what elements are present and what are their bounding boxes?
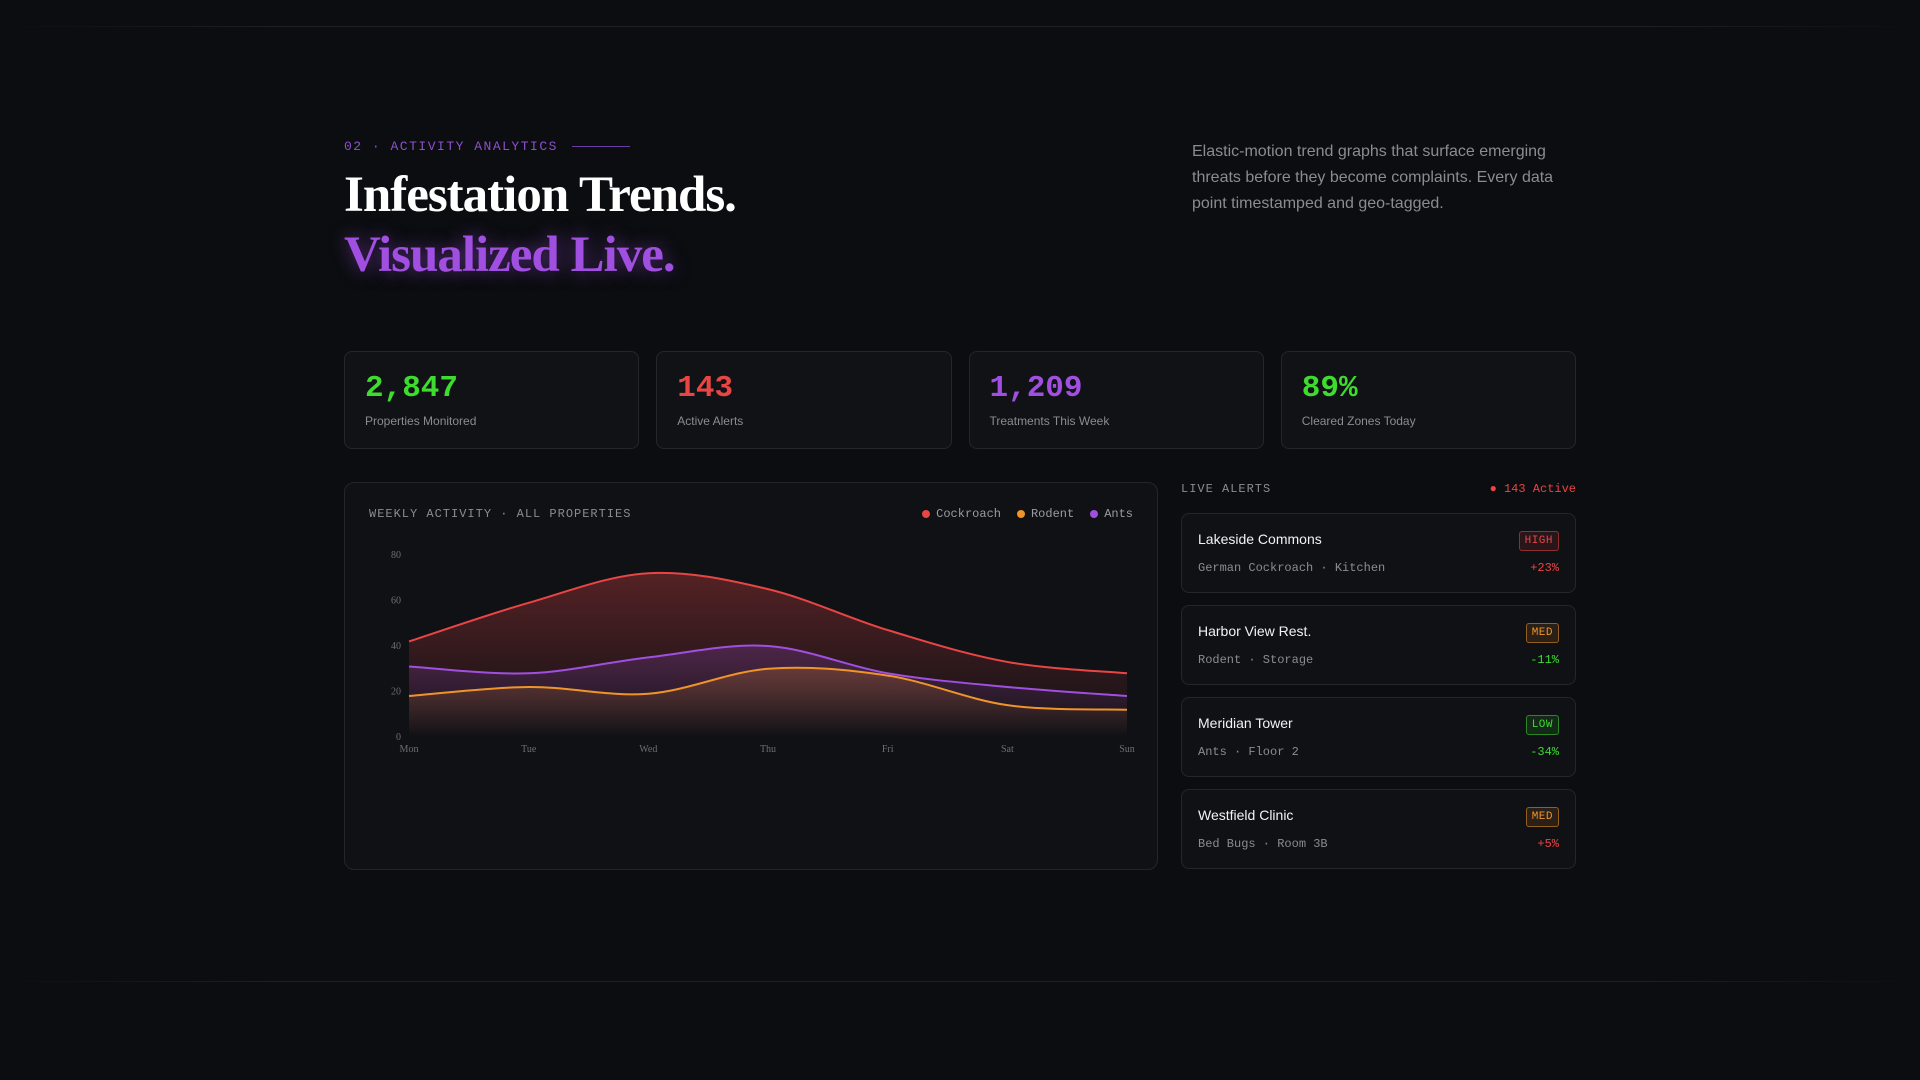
stat-card-treatments: 1,209 Treatments This Week <box>968 351 1264 449</box>
series-line-ants[interactable] <box>408 644 1128 698</box>
stat-value: 2,847 <box>365 371 459 406</box>
y-tick-label: 60 <box>391 596 401 607</box>
alert-detail: Rodent · Storage <box>1198 653 1314 667</box>
alert-detail: Bed Bugs · Room 3B <box>1198 837 1328 851</box>
x-tick-label: Sat <box>1001 744 1014 755</box>
bottom-divider <box>0 981 1920 982</box>
alert-change: -34% <box>1530 745 1559 759</box>
x-tick-label: Mon <box>400 744 419 755</box>
chart-plot: 0 20 40 60 80 Mon Tue Wed Thu Fri Sat Sun <box>391 550 1135 755</box>
eyebrow-line <box>571 146 630 147</box>
legend-label: Ants <box>1104 507 1133 521</box>
legend-item-ants: Ants <box>1090 507 1133 521</box>
severity-badge: HIGH <box>1518 531 1559 551</box>
chart-title: WEEKLY ACTIVITY · ALL PROPERTIES <box>369 507 632 521</box>
y-tick-label: 20 <box>391 687 401 698</box>
alert-location: Harbor View Rest. <box>1198 623 1312 639</box>
alert-location: Westfield Clinic <box>1198 807 1294 823</box>
stat-card-cleared: 89% Cleared Zones Today <box>1280 351 1576 449</box>
intro-text: Elastic-motion trend graphs that surface… <box>1192 143 1554 212</box>
alert-change: +5% <box>1537 837 1559 851</box>
stat-card-properties: 2,847 Properties Monitored <box>344 351 640 449</box>
stat-label: Cleared Zones Today <box>1301 414 1416 428</box>
alert-change: -11% <box>1530 653 1559 667</box>
stat-value: 143 <box>677 371 734 406</box>
alert-card[interactable]: Meridian Tower Ants · Floor 2 LOW -34% <box>1181 697 1576 777</box>
stat-card-alerts: 143 Active Alerts <box>656 351 952 449</box>
stat-label: Properties Monitored <box>365 414 477 428</box>
top-divider <box>0 26 1920 27</box>
alert-detail: German Cockroach · Kitchen <box>1198 561 1386 575</box>
x-tick-label: Wed <box>639 744 657 755</box>
alert-card[interactable]: Harbor View Rest. Rodent · Storage MED -… <box>1181 605 1576 685</box>
section-eyebrow: 02 · ACTIVITY ANALYTICS <box>344 139 630 154</box>
alert-detail: Ants · Floor 2 <box>1198 745 1299 759</box>
alert-card[interactable]: Lakeside Commons German Cockroach · Kitc… <box>1181 513 1576 593</box>
alert-location: Lakeside Commons <box>1198 531 1322 547</box>
active-alerts-count[interactable]: ● 143 Active <box>1489 482 1576 496</box>
legend-item-cockroach: Cockroach <box>922 507 1001 521</box>
stat-label: Treatments This Week <box>989 414 1110 428</box>
series-line-cockroach[interactable] <box>408 571 1128 675</box>
weekly-activity-chart-card: WEEKLY ACTIVITY · ALL PROPERTIES Cockroa… <box>344 482 1158 870</box>
y-tick-label: 40 <box>391 641 401 652</box>
severity-badge: MED <box>1525 807 1559 827</box>
y-tick-label: 80 <box>391 550 401 561</box>
x-tick-label: Sun <box>1119 744 1135 755</box>
legend-label: Rodent <box>1030 507 1075 521</box>
x-tick-label: Fri <box>882 744 894 755</box>
stat-value: 89% <box>1301 371 1358 406</box>
series-area-rodent <box>409 667 1127 737</box>
x-tick-label: Tue <box>521 744 537 755</box>
legend-dot-icon <box>1016 510 1025 518</box>
alert-change: +23% <box>1530 561 1559 575</box>
legend-item-rodent: Rodent <box>1016 507 1075 521</box>
legend-dot-icon <box>1090 510 1099 518</box>
series-line-rodent[interactable] <box>408 666 1128 711</box>
page-title: Infestation Trends. <box>344 167 737 223</box>
legend-dot-icon <box>922 510 931 518</box>
severity-badge: LOW <box>1525 715 1559 735</box>
eyebrow-text: 02 · ACTIVITY ANALYTICS <box>344 139 558 154</box>
legend-label: Cockroach <box>936 507 1001 521</box>
stat-value: 1,209 <box>989 371 1083 406</box>
alert-location: Meridian Tower <box>1198 715 1293 731</box>
live-alerts-label: LIVE ALERTS <box>1181 482 1272 496</box>
severity-badge: MED <box>1525 623 1559 643</box>
page-subtitle: Visualized Live. <box>344 227 676 283</box>
stat-label: Active Alerts <box>677 414 744 428</box>
alert-card[interactable]: Westfield Clinic Bed Bugs · Room 3B MED … <box>1181 789 1576 869</box>
stats-row: 2,847 Properties Monitored 143 Active Al… <box>344 351 1576 449</box>
y-tick-label: 0 <box>396 732 401 743</box>
live-alerts-header: LIVE ALERTS ● 143 Active <box>1181 482 1576 496</box>
x-tick-label: Thu <box>760 744 776 755</box>
chart-legend: Cockroach Rodent Ants <box>922 507 1133 521</box>
